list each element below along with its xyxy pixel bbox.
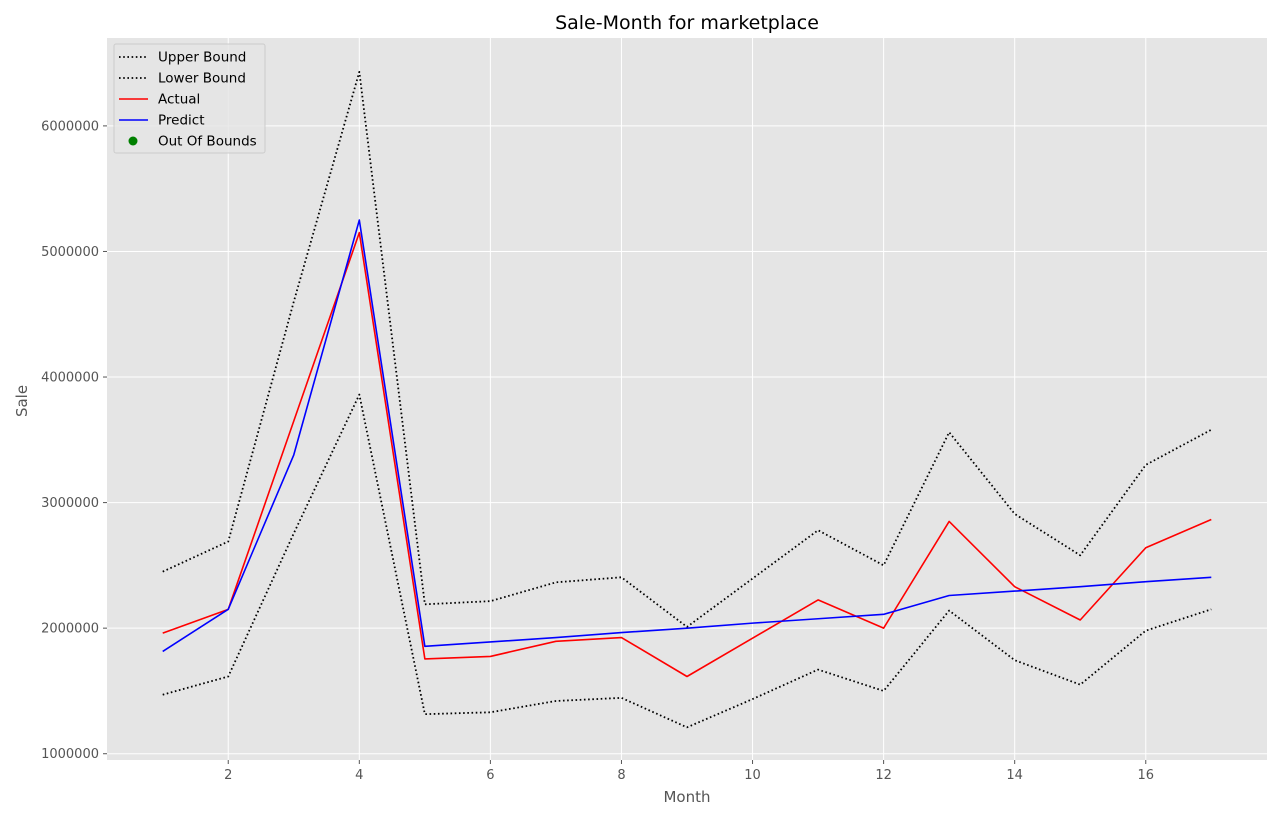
x-tick-label: 16 xyxy=(1137,768,1154,783)
legend: Upper Bound Lower Bound Actual Predict Out O… xyxy=(113,43,266,154)
series-layer xyxy=(162,71,1212,729)
chart-title: Sale-Month for marketplace xyxy=(555,12,819,34)
legend-label-lower-bound: Lower Bound xyxy=(158,71,246,87)
y-tick-label: 3000000 xyxy=(41,496,99,511)
legend-label-out-of-bounds: Out Of Bounds xyxy=(158,134,257,150)
legend-box xyxy=(113,43,266,154)
lower-bound-line xyxy=(162,393,1212,729)
legend-label-upper-bound: Upper Bound xyxy=(158,50,246,66)
y-tick-label: 5000000 xyxy=(41,245,99,260)
x-tick-label: 10 xyxy=(744,768,761,783)
y-tick-label: 2000000 xyxy=(41,622,99,637)
x-axis-ticks: 2 4 6 8 10 12 14 16 xyxy=(224,760,1154,783)
x-tick-label: 12 xyxy=(875,768,892,783)
x-tick-label: 4 xyxy=(355,768,363,783)
y-axis-label: Sale xyxy=(13,385,31,417)
y-tick-label: 6000000 xyxy=(41,119,99,134)
y-tick-label: 4000000 xyxy=(41,371,99,386)
x-tick-label: 2 xyxy=(224,768,232,783)
predict-line xyxy=(162,219,1212,653)
x-axis-label: Month xyxy=(663,788,710,806)
legend-marker-out-of-bounds xyxy=(128,136,138,146)
plot-area xyxy=(107,38,1267,760)
y-tick-label: 1000000 xyxy=(41,747,99,762)
y-axis-ticks: 1000000 2000000 3000000 4000000 5000000 60000… xyxy=(41,119,107,762)
legend-label-predict: Predict xyxy=(158,113,205,129)
x-tick-label: 14 xyxy=(1006,768,1023,783)
grid-lines xyxy=(107,38,1267,760)
x-tick-label: 8 xyxy=(617,768,625,783)
upper-bound-line xyxy=(162,71,1212,628)
x-tick-label: 6 xyxy=(486,768,494,783)
legend-label-actual: Actual xyxy=(158,92,200,108)
